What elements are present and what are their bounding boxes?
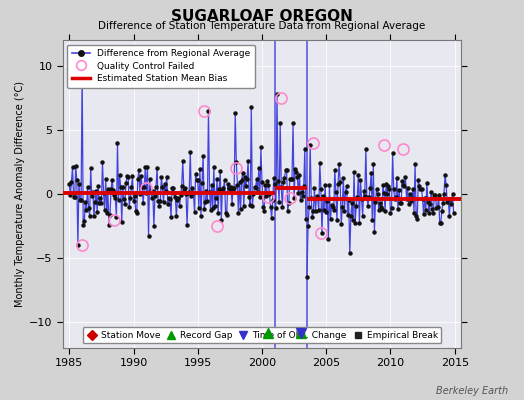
Text: Berkeley Earth: Berkeley Earth [436, 386, 508, 396]
Title: SUGARLOAF OREGON: SUGARLOAF OREGON [171, 8, 353, 24]
Y-axis label: Monthly Temperature Anomaly Difference (°C): Monthly Temperature Anomaly Difference (… [15, 81, 25, 307]
Text: Difference of Station Temperature Data from Regional Average: Difference of Station Temperature Data f… [99, 21, 425, 31]
Legend: Station Move, Record Gap, Time of Obs. Change, Empirical Break: Station Move, Record Gap, Time of Obs. C… [83, 327, 441, 344]
